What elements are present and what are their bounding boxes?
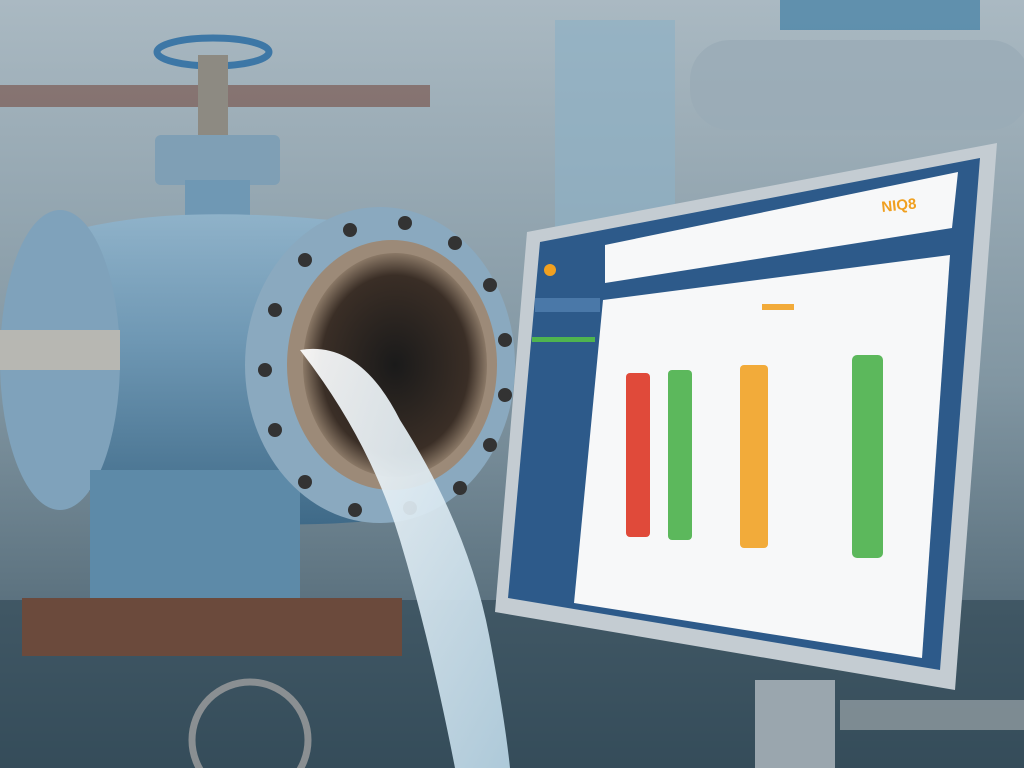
side-actuator bbox=[0, 330, 120, 370]
valve-stem bbox=[198, 55, 228, 135]
bar-green bbox=[668, 370, 692, 540]
screen-header bbox=[605, 172, 958, 283]
background-pipe-large bbox=[690, 40, 1024, 130]
lower-valve-wheel bbox=[188, 678, 312, 768]
app-logo-icon bbox=[544, 264, 556, 276]
brand-text: NIQ8 bbox=[881, 195, 918, 216]
valve-bonnet bbox=[155, 135, 280, 185]
background-pipe-blue bbox=[780, 0, 980, 30]
legend-orange bbox=[762, 304, 794, 310]
rusty-base-plate bbox=[22, 598, 402, 656]
bar-orange bbox=[740, 365, 768, 548]
monitor-stand bbox=[755, 680, 835, 768]
sidebar-progress bbox=[532, 337, 595, 342]
sidebar-item-active[interactable] bbox=[535, 298, 600, 312]
bar-red bbox=[626, 373, 650, 537]
water-stream bbox=[300, 348, 510, 768]
bar-green-right bbox=[852, 355, 883, 558]
monitor: NIQ8 bbox=[495, 143, 997, 690]
foreground-rail bbox=[840, 700, 1024, 730]
pipe-support bbox=[90, 470, 300, 610]
